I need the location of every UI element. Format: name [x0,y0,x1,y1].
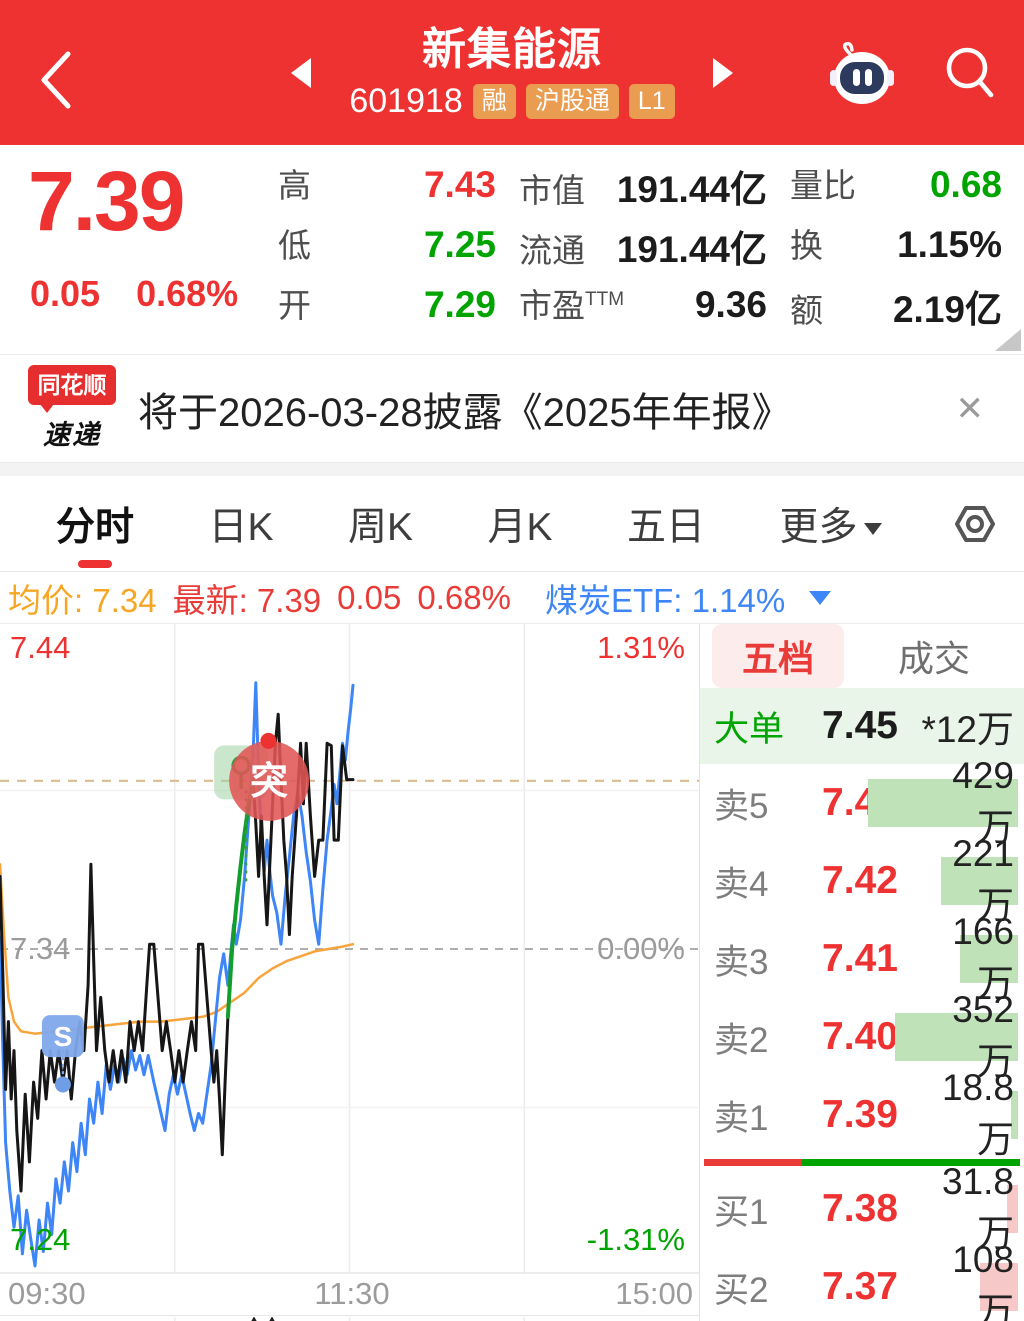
stat-value-volratio: 0.68 [929,164,1002,205]
y-axis-low-pct: -1.31% [586,1222,685,1257]
ask-row-2[interactable]: 卖2 7.40 352万 [700,989,1024,1082]
tab-weekly-k[interactable]: 周K [348,505,414,549]
bid-row-2[interactable]: 买2 7.37 108万 [700,1239,1024,1321]
ai-robot-icon[interactable] [828,42,896,106]
connect-badge: 沪股通 [525,84,619,119]
time-axis: 09:30 11:30 15:00 [0,1274,699,1316]
stat-label-amount: 额 [790,292,823,329]
stat-label-float: 流通 [519,232,585,269]
news-message[interactable]: 将于2026-03-28披露《2025年年报》 [138,390,792,435]
chart-settings-button[interactable] [952,501,998,547]
expand-quote-corner[interactable] [995,329,1021,351]
order-book-panel: 五档 成交 大单 7.45 *12万 卖5 7.43 429万 卖4 7.42 … [699,624,1024,1321]
compare-etf-value: 1.14% [691,581,786,619]
ask-row-5[interactable]: 卖5 7.43 429万 [700,755,1024,848]
ths-express-logo: 同花顺 速递 [28,365,116,452]
latest-label: 最新: [172,581,248,619]
ask-depth-bar [894,1013,1018,1061]
time-open: 09:30 [8,1276,86,1311]
stat-value-pe: 9.36 [694,284,767,325]
svg-text:突: 突 [250,761,288,803]
bid-depth-bar [980,1263,1018,1311]
quote-summary: 7.39 0.05 0.68% 高 7.43 低 7.25 开 7.29 市值 191.… [0,145,1024,355]
avg-price-value: 7.34 [92,581,157,619]
stat-value-amount: 2.19亿 [892,289,1002,330]
news-bar[interactable]: 同花顺 速递 将于2026-03-28披露《2025年年报》 ✕ [0,355,1024,463]
ask-depth-bar [1011,1091,1018,1139]
stat-value-low: 7.25 [423,224,496,265]
stat-label-low: 低 [278,227,311,264]
latest-value: 7.39 [256,581,322,619]
stat-value-high: 7.43 [423,164,496,205]
big-order-row[interactable]: 大单 7.45 *12万 [700,688,1024,764]
time-close: 15:00 [615,1276,693,1311]
stat-label-turnover: 换 [790,227,823,264]
close-icon[interactable]: ✕ [955,389,985,428]
prev-stock-icon[interactable] [291,57,312,88]
info-change: 0.05 [337,578,402,616]
info-change-pct: 0.68% [417,578,511,616]
stat-value-open: 7.29 [423,284,496,325]
search-icon[interactable] [944,45,996,103]
stock-name: 新集能源 [422,25,602,74]
tab-more[interactable]: 更多 [776,486,886,562]
etf-dropdown-icon[interactable] [809,590,832,605]
price-change: 0.05 [30,273,101,314]
time-midday: 11:30 [314,1276,390,1311]
stat-label-open: 开 [278,287,311,324]
y-axis-mid-pct: 0.00% [597,931,685,966]
price-change-pct: 0.68% [136,273,239,314]
compare-etf-label: 煤炭ETF: [544,581,683,619]
avg-price-label: 均价: [8,581,84,619]
bid-row-1[interactable]: 买1 7.38 31.8万 [700,1161,1024,1254]
y-axis-high-pct: 1.31% [597,630,685,665]
tab-trades[interactable]: 成交 [898,638,971,679]
ask-row-4[interactable]: 卖4 7.42 221万 [700,833,1024,926]
tab-daily-k[interactable]: 日K [208,505,274,549]
stat-label-pe: 市盈TTM [519,287,625,324]
gear-icon [955,505,995,542]
chart-info-bar: 均价: 7.34 最新: 7.39 0.05 0.68% 煤炭ETF: 1.14… [0,572,1024,624]
back-icon[interactable] [34,48,78,112]
y-axis-mid-price: 7.34 [10,931,71,966]
stat-label-volratio: 量比 [790,167,856,204]
stat-label-mktcap: 市值 [519,172,585,209]
volume-pane-value: 0.014 [618,1317,691,1321]
y-axis-low-price: 7.24 [10,1222,71,1257]
stat-value-turnover: 1.15% [897,224,1002,265]
ask-row-3[interactable]: 卖3 7.41 166万 [700,911,1024,1004]
buy-sell-ratio-bar [700,1154,1024,1170]
ask-depth-bar [940,857,1018,905]
app-header: 新集能源 601918 融 沪股通 L1 [0,0,1024,145]
next-stock-icon[interactable] [712,57,733,88]
ask-row-1[interactable]: 卖1 7.39 18.8万 [700,1067,1024,1160]
ask-depth-bar [959,935,1018,983]
chevron-down-icon [863,523,882,536]
last-price: 7.39 [28,154,185,248]
bid-depth-bar [1006,1185,1018,1233]
margin-badge: 融 [472,84,516,119]
stat-value-mktcap: 191.44亿 [616,169,767,210]
volume-pane-partial[interactable]: 0.014 [0,1317,699,1321]
ask-depth-bar [867,779,1018,827]
stat-label-high: 高 [278,167,311,204]
tab-five-levels[interactable]: 五档 [712,624,845,688]
tab-five-day[interactable]: 五日 [627,505,706,549]
intraday-chart-canvas[interactable]: 突S [0,624,699,1274]
tab-monthly-k[interactable]: 月K [487,505,553,549]
chart-period-tabs: 分时 日K 周K 月K 五日 更多 [0,476,1024,572]
volume-bars [174,1317,525,1321]
section-gap [0,463,1024,476]
svg-text:S: S [54,1021,73,1052]
stock-code: 601918 [349,82,463,120]
tab-intraday[interactable]: 分时 [52,486,138,562]
y-axis-high-price: 7.44 [10,630,71,665]
level-badge: L1 [628,84,675,119]
stat-value-float: 191.44亿 [616,229,767,270]
